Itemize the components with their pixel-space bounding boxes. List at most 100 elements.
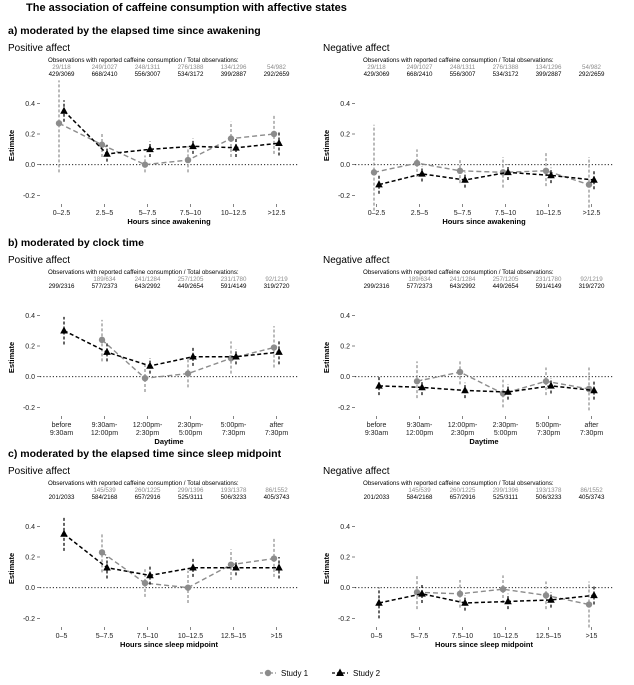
y-axis-label: Estimate xyxy=(322,553,331,584)
y-tick-label: 0.2 xyxy=(340,132,350,139)
legend-item-study-2: Study 2 xyxy=(332,668,381,678)
y-tick-label: 0.0 xyxy=(25,585,35,592)
x-tick-label: 5:00pm xyxy=(179,430,203,437)
obs-study2-label: 429/3069 xyxy=(49,71,75,78)
panel-title: Positive affect xyxy=(8,43,70,54)
obs-study2-label: 429/3069 xyxy=(364,71,390,78)
x-tick-label: >12.5 xyxy=(268,210,286,217)
obs-study1-label: 193/1378 xyxy=(221,487,247,494)
obs-study2-label: 201/2033 xyxy=(364,494,390,501)
x-tick-label: 12.5–15 xyxy=(536,633,561,640)
obs-study2-label: 399/2887 xyxy=(221,71,247,78)
obs-study2-label: 643/2992 xyxy=(450,283,476,290)
obs-study2-label: 668/2410 xyxy=(407,71,433,78)
section-title: b) moderated by clock time xyxy=(8,237,144,249)
data-point xyxy=(504,387,512,395)
obs-study2-label: 591/4149 xyxy=(221,283,247,290)
x-tick-label: 7:30pm xyxy=(222,430,246,437)
obs-study2-label: 399/2887 xyxy=(536,71,562,78)
data-point xyxy=(103,347,111,355)
x-tick-label: >15 xyxy=(271,633,283,640)
data-point xyxy=(232,352,240,360)
x-axis-label: Daytime xyxy=(469,437,498,446)
data-point xyxy=(270,344,278,351)
y-tick-label: -0.2 xyxy=(23,193,35,200)
x-tick-label: 7:30pm xyxy=(580,430,604,437)
obs-study1-label: 276/1388 xyxy=(493,64,519,71)
data-point xyxy=(585,181,593,188)
x-tick-label: >15 xyxy=(586,633,598,640)
data-point xyxy=(189,142,197,150)
x-tick-label: 9:30am- xyxy=(407,422,433,429)
obs-header: Observations with reported caffeine cons… xyxy=(48,57,239,64)
x-axis-label: Hours since sleep midpoint xyxy=(435,640,533,649)
x-tick-label: 9:30am xyxy=(365,430,389,437)
x-tick-label: before xyxy=(52,422,72,429)
data-point xyxy=(375,180,383,188)
obs-study1-label: 134/1296 xyxy=(221,64,247,71)
y-tick-label: -0.2 xyxy=(338,616,350,623)
x-tick-label: 12:00pm- xyxy=(133,422,163,429)
x-tick-label: 12:00pm- xyxy=(448,422,478,429)
obs-study1-label: 86/1552 xyxy=(580,487,603,494)
x-tick-label: 7:30pm xyxy=(537,430,561,437)
series-line xyxy=(378,385,595,393)
obs-study2-label: 591/4149 xyxy=(536,283,562,290)
y-tick-label: 0.2 xyxy=(25,344,35,351)
panel-title: Positive affect xyxy=(8,255,70,266)
obs-study1-label: 231/1780 xyxy=(221,276,247,283)
obs-study1-label: 145/539 xyxy=(93,487,116,494)
x-tick-label: after xyxy=(269,422,284,429)
y-tick-label: 0.0 xyxy=(340,374,350,381)
obs-study1-label: 193/1378 xyxy=(536,487,562,494)
x-tick-label: 7:30pm xyxy=(265,430,289,437)
series-study-1 xyxy=(98,319,278,392)
data-point xyxy=(232,143,240,151)
y-tick-label: 0.4 xyxy=(340,101,350,108)
data-point xyxy=(456,167,464,174)
data-point xyxy=(547,595,555,603)
obs-study1-label: 189/634 xyxy=(408,276,431,283)
data-point xyxy=(542,592,550,599)
obs-study2-label: 299/2316 xyxy=(364,283,390,290)
data-point xyxy=(60,106,68,114)
data-point xyxy=(270,130,278,138)
data-point xyxy=(418,383,426,391)
obs-study2-label: 292/2659 xyxy=(264,71,290,78)
panel-negative-affect: Negative affect Observations with reporte… xyxy=(322,255,613,446)
x-tick-label: 7.5–10 xyxy=(495,210,517,217)
obs-study1-label: 231/1780 xyxy=(536,276,562,283)
data-point xyxy=(590,591,598,599)
data-point xyxy=(146,571,154,579)
obs-study1-label: 92/1219 xyxy=(580,276,603,283)
data-point xyxy=(184,584,192,591)
obs-study2-label: 319/2720 xyxy=(579,283,605,290)
x-tick-label: 7.5–10 xyxy=(180,210,202,217)
panel-negative-affect: Negative affect Observations with reporte… xyxy=(322,466,613,649)
y-tick-label: 0.0 xyxy=(25,374,35,381)
legend-item-study-1: Study 1 xyxy=(260,669,309,678)
data-point xyxy=(184,156,192,164)
section-title: c) moderated by the elapsed time since s… xyxy=(8,448,282,460)
obs-study2-label: 577/2373 xyxy=(407,283,433,290)
obs-study2-label: 506/3233 xyxy=(536,494,562,501)
x-tick-label: 10–12.5 xyxy=(493,633,518,640)
panel-title: Positive affect xyxy=(8,466,70,477)
x-tick-label: 2:30pm- xyxy=(178,422,204,429)
section-title: a) moderated by the elapsed time since a… xyxy=(8,25,261,37)
obs-study2-label: 577/2373 xyxy=(92,283,118,290)
obs-study2-label: 668/2410 xyxy=(92,71,118,78)
y-tick-label: 0.4 xyxy=(340,524,350,531)
y-tick-label: 0.0 xyxy=(340,162,350,169)
y-axis-label: Estimate xyxy=(7,342,16,373)
obs-study1-label: 299/1396 xyxy=(493,487,519,494)
series-study-1 xyxy=(413,361,593,411)
data-point xyxy=(418,589,426,597)
x-tick-label: 0–2.5 xyxy=(53,210,71,217)
data-point xyxy=(275,347,283,355)
series-study-2 xyxy=(60,517,283,585)
obs-study1-label: 134/1296 xyxy=(536,64,562,71)
x-tick-label: 2.5–5 xyxy=(96,210,114,217)
y-tick-label: -0.2 xyxy=(23,405,35,412)
panel-negative-affect: Negative affect Observations with reporte… xyxy=(322,43,613,226)
